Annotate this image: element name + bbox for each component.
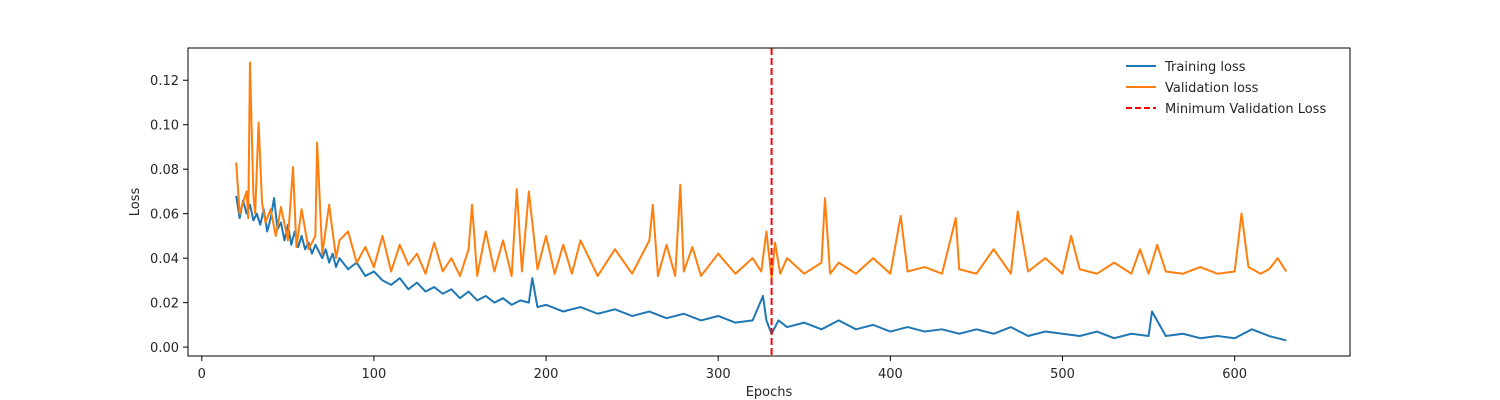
x-tick-label: 500	[1050, 367, 1075, 382]
y-axis: 0.00 0.02 0.04 0.06 0.08 0.10 0.12	[150, 74, 188, 356]
y-tick-label: 0.12	[150, 74, 179, 89]
training-loss-line	[235, 195, 1287, 342]
y-tick-label: 0.00	[150, 341, 179, 356]
x-tick-label: 200	[534, 367, 559, 382]
x-axis: 0 100 200 300 400 500 600	[198, 356, 1247, 382]
legend-label-validation: Validation loss	[1165, 81, 1259, 96]
y-tick-label: 0.08	[150, 163, 179, 178]
x-axis-label: Epochs	[746, 385, 793, 400]
plot-area	[235, 48, 1288, 356]
x-tick-label: 0	[198, 367, 206, 382]
y-axis-label: Loss	[128, 188, 143, 217]
validation-loss-line	[235, 61, 1288, 280]
legend-label-min-val: Minimum Validation Loss	[1165, 102, 1326, 117]
y-tick-label: 0.04	[150, 252, 179, 267]
legend: Training loss Validation loss Minimum Va…	[1126, 60, 1326, 117]
y-tick-label: 0.10	[150, 119, 179, 134]
legend-label-training: Training loss	[1164, 60, 1246, 75]
x-tick-label: 100	[362, 367, 387, 382]
x-tick-label: 400	[878, 367, 903, 382]
y-tick-label: 0.02	[150, 297, 179, 312]
plot-frame	[187, 47, 1351, 357]
x-tick-label: 300	[706, 367, 731, 382]
y-tick-label: 0.06	[150, 208, 179, 223]
series-group	[235, 48, 1288, 356]
x-tick-label: 600	[1222, 367, 1247, 382]
